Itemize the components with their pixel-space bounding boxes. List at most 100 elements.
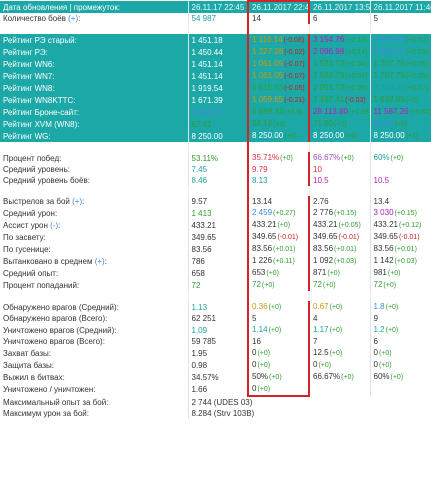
- header-date-cell: 26.11.2017 22:45: [247, 0, 310, 13]
- delta: (-0.08): [283, 37, 305, 44]
- table-row: Обнаружено врагов (Всего): 62 251 5 4 9: [0, 313, 431, 324]
- value-cell: 5 869.33(+0.5): [247, 106, 310, 118]
- row-label: Уничтожено / уничтожен:: [0, 383, 189, 396]
- value-cell: 1.14(+0): [247, 324, 310, 336]
- delta: (+0.02): [405, 37, 429, 44]
- value: 67.61: [191, 119, 212, 129]
- delta: (+0): [341, 155, 354, 162]
- value: 1 226: [252, 256, 273, 265]
- value: 3 030: [373, 208, 394, 217]
- delta: (+0): [268, 304, 282, 311]
- row-label: Уничтожено врагов (Всего):: [0, 336, 189, 347]
- value-cell: 62 251: [188, 313, 249, 324]
- value-cell: 8 250.00: [188, 130, 249, 142]
- table-row: Рейтинг WN7: 1 451.14 1 061.05(-0.07) 1 533…: [0, 70, 431, 82]
- value-cell: 2 744 (UDES 03): [191, 398, 253, 407]
- value-cell: 35.71%(+0): [247, 152, 310, 164]
- delta: (+0): [257, 350, 271, 357]
- value: 8 250.00: [252, 131, 284, 140]
- spacer-cell: [0, 142, 189, 152]
- info-link[interactable]: (+): [72, 197, 83, 206]
- info-link[interactable]: (+): [94, 256, 105, 266]
- value-cell: 83.56(+0.01): [247, 243, 310, 255]
- delta: (-0.05): [284, 85, 305, 92]
- value: 3 154.76: [313, 35, 345, 44]
- value-cell: 1 116.14(-0.08): [247, 34, 310, 46]
- info-link[interactable]: (+): [68, 14, 79, 23]
- row-label: Рейтинг XVM (WN8):: [0, 118, 189, 130]
- row-label: Процент побед:: [0, 152, 189, 164]
- value-cell: 0.67(+0): [309, 301, 371, 313]
- value-cell: 349.65(-0.01): [370, 231, 431, 243]
- value: 9: [373, 314, 378, 323]
- value-cell: 1 533.73(+0.04): [309, 58, 371, 70]
- spacer-cell: [188, 24, 249, 34]
- spacer-cell: [370, 142, 431, 152]
- value-cell: 4: [309, 313, 371, 324]
- table-row: Вытанковано в среднем (+): 786 1 226(+0.11…: [0, 255, 431, 267]
- table-row: Средний уровень боёв: 8.46 8.13 10.5 10.5: [0, 175, 431, 186]
- value-cell: 67.61: [188, 118, 249, 130]
- value-cell: 2 051.73(+0.05): [309, 82, 371, 94]
- value-cell: 786: [188, 255, 249, 267]
- value-cell: 7.45: [188, 164, 249, 175]
- value-cell: 8 250.00(+1): [370, 130, 431, 142]
- table-row: Рейтинг WN8: 1 919.54 1 515.53(-0.05) 2 051…: [0, 82, 431, 94]
- value-cell: 83.56(+0.01): [370, 243, 431, 255]
- value-cell: 1 059.65(-0.21): [247, 94, 310, 106]
- value: 1 533.73: [313, 71, 345, 80]
- value: 1 707.75: [373, 71, 405, 80]
- delta: (-0.21): [284, 97, 305, 104]
- value: 0: [252, 384, 257, 393]
- header-date-cell: 26.11.2017 13:53: [309, 1, 371, 13]
- value: 871: [313, 268, 327, 277]
- table-row: Рейтинг РЭ старый: 1 451.18 1 116.14(-0.08…: [0, 34, 431, 46]
- value: 60%: [373, 153, 390, 162]
- delta: (+0): [329, 327, 343, 334]
- delta: (+1.58): [349, 109, 370, 116]
- delta: (+0.14): [345, 49, 368, 56]
- delta: (-0.03): [345, 97, 366, 104]
- value: 12.5: [313, 348, 329, 357]
- value-cell: 1 487.41(-0.03): [309, 94, 371, 106]
- value: 433.21: [373, 220, 398, 229]
- table-row: Средний урон: 1 413 2 459(+0.27) 2 776(+0.1…: [0, 207, 431, 219]
- value: 1 671.39: [191, 95, 223, 105]
- value-cell: 10.5: [370, 175, 431, 186]
- value-cell: 34.57%: [188, 371, 249, 383]
- value-cell: 1 919.54: [188, 82, 249, 94]
- delta: (+0): [394, 121, 408, 128]
- value: 433.21: [191, 220, 216, 230]
- value: 26.11.2017 13:53: [313, 2, 370, 12]
- value: 9.57: [191, 197, 208, 206]
- value: 80.88: [373, 119, 394, 128]
- value-cell: 9.57: [188, 196, 249, 207]
- row-label: Ассист урон (-):: [0, 219, 189, 231]
- value: 11 587.26: [373, 107, 409, 116]
- value: 1 919.54: [191, 83, 223, 93]
- delta: (-0.01): [338, 234, 360, 241]
- row-label: Рейтинг WN6:: [0, 58, 189, 70]
- delta: (+0.01): [334, 246, 357, 253]
- row-label: Обнаружено врагов (Средний):: [0, 301, 189, 313]
- table-row: Уничтожено врагов (Всего): 59 785 16 7 6: [0, 336, 431, 347]
- row-label: Рейтинг РЭ:: [0, 46, 189, 58]
- value: 66.67%: [313, 372, 341, 381]
- delta: (+0.27): [273, 210, 296, 217]
- info-link[interactable]: (-): [50, 220, 59, 230]
- value: 8.46: [191, 176, 208, 185]
- value: 8.13: [252, 176, 268, 185]
- value: 2 096.98: [313, 47, 345, 56]
- value-cell: 66.67%(+0): [309, 371, 371, 383]
- delta: (+0.05): [345, 85, 368, 92]
- value-cell: 10.5: [309, 175, 371, 186]
- row-label: Максимум урон за бой:: [0, 408, 189, 419]
- value-cell: 14: [247, 13, 310, 24]
- value-cell: 13.4: [370, 196, 431, 207]
- delta: (+0): [329, 304, 343, 311]
- value-cell: 349.65: [188, 231, 249, 243]
- spacer-cell: [247, 291, 310, 301]
- table-row: Дата обновления | промежуток: 26.11.17 22…: [0, 0, 431, 13]
- value: 0.98: [191, 360, 208, 370]
- value: 6: [313, 14, 318, 23]
